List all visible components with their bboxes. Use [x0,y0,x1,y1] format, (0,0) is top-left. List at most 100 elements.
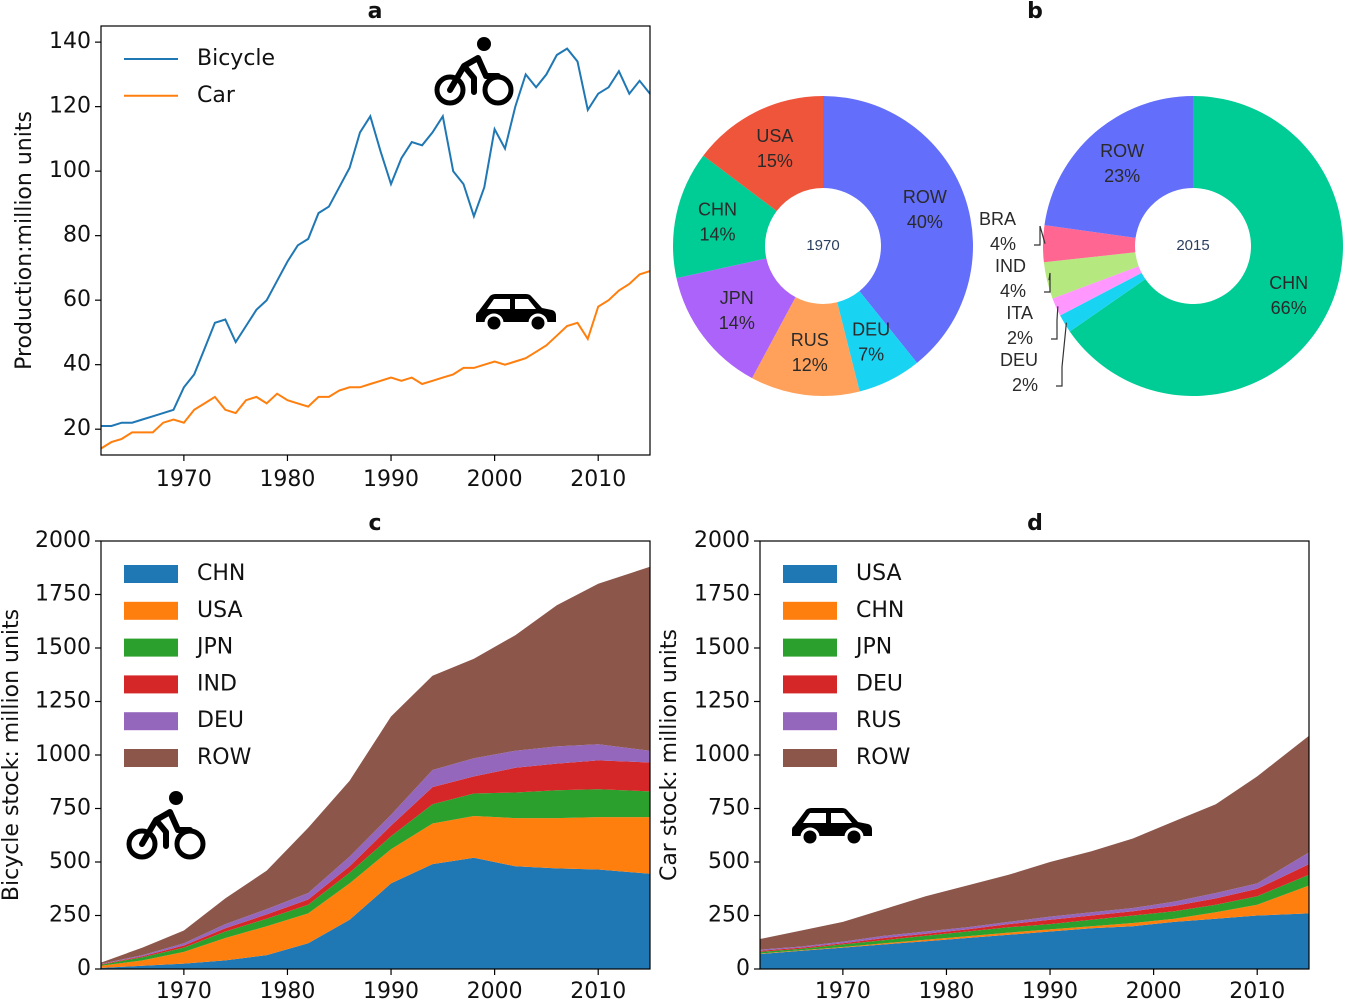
y-tick-label: 1750 [694,582,750,607]
donut-slice [1044,96,1193,238]
slice-label: DEU [852,319,890,339]
y-tick-label: 250 [708,903,750,928]
slice-value: 14% [699,225,735,245]
slice-value: 23% [1104,166,1140,186]
y-axis-label: Car stock: million units [657,629,682,881]
x-tick-label: 1990 [1022,979,1078,1002]
legend-label: ROW [197,745,252,770]
legend-swatch [124,675,178,694]
donut-slice [1060,272,1146,332]
plot-frame [100,25,651,456]
area [760,735,1309,950]
y-tick-label: 1250 [694,689,750,714]
chart-title: d [1027,511,1043,536]
y-tick-label: 1500 [694,635,750,660]
x-tick-label: 1980 [259,979,315,1002]
legend-label: DEU [856,671,903,696]
donut-slice [823,96,974,363]
y-tick-label: 750 [49,796,91,821]
slice-label: DEU [1000,350,1038,370]
x-tick-label: 1990 [363,979,419,1002]
y-tick-label: 500 [708,849,750,874]
slice-value: 12% [792,355,828,375]
data-line [100,270,651,450]
y-axis-label: Bicycle stock: million units [0,609,24,901]
slice-value: 14% [719,313,755,333]
legend-label: USA [197,598,243,623]
y-tick-label: 60 [63,287,91,312]
legend-label: Bicycle [197,46,275,71]
donut-slice [1052,266,1142,316]
legend-label: USA [856,561,902,586]
x-tick-label: 1970 [156,979,212,1002]
area [760,885,1309,954]
bicycle-icon [437,37,511,103]
y-tick-label: 0 [77,956,91,981]
leader-line [1034,225,1046,246]
y-tick-label: 1000 [694,742,750,767]
slice-label: CHN [698,200,737,220]
legend-label: RUS [856,708,901,733]
chart-title: c [368,511,381,536]
y-tick-label: 750 [708,796,750,821]
y-tick-label: 1250 [35,689,91,714]
legend-swatch [783,749,837,767]
legend-swatch [124,601,178,620]
legend-label: DEU [197,708,244,733]
plot-frame [759,540,1310,970]
leader-line [1051,306,1059,340]
area [760,874,1309,954]
donut-slice [673,155,777,279]
area [101,789,650,966]
legend-label: IND [197,671,237,696]
x-tick-label: 2000 [467,979,523,1002]
slice-value: 40% [907,212,943,232]
y-tick-label: 1500 [35,635,91,660]
slice-value: 2% [1007,328,1033,348]
slice-label: JPN [720,288,754,308]
y-tick-label: 1000 [35,742,91,767]
center-label: 1970 [806,237,839,254]
legend-label: CHN [856,598,904,623]
donut-slice [676,258,796,379]
chart-title: a [368,0,383,24]
y-tick-label: 20 [63,416,91,441]
x-tick-label: 1970 [156,467,212,492]
legend-swatch [124,565,178,583]
legend-swatch [783,601,837,620]
x-tick-label: 1970 [815,979,871,1002]
y-tick-label: 250 [49,903,91,928]
slice-value: 66% [1271,298,1307,318]
slice-label: IND [995,256,1026,276]
legend-swatch [124,749,178,767]
slice-label: USA [756,126,793,146]
y-tick-label: 2000 [694,528,750,553]
slice-value: 2% [1012,375,1038,395]
chart-title: b [1027,0,1043,24]
slice-value: 4% [990,234,1016,254]
donut-slice [837,291,918,392]
y-tick-label: 2000 [35,528,91,553]
car-icon [790,806,874,846]
area [101,857,650,969]
y-tick-label: 500 [49,849,91,874]
area [101,816,650,968]
legend-label: ROW [856,745,911,770]
x-tick-label: 2000 [1126,979,1182,1002]
legend-swatch [783,675,837,694]
center-label: 2015 [1176,237,1209,254]
data-line [101,47,651,427]
slice-label: CHN [1269,273,1308,293]
car-icon [474,292,558,332]
donut-slice [703,96,823,212]
slice-value: 4% [1000,281,1026,301]
leader-line [1044,272,1051,293]
x-tick-label: 2010 [1229,979,1285,1002]
legend-swatch [783,712,837,731]
x-tick-label: 2000 [467,467,523,492]
legend-swatch [124,638,178,657]
slice-value: 7% [858,344,884,364]
legend-swatch [124,712,178,731]
x-tick-label: 1980 [918,979,974,1002]
